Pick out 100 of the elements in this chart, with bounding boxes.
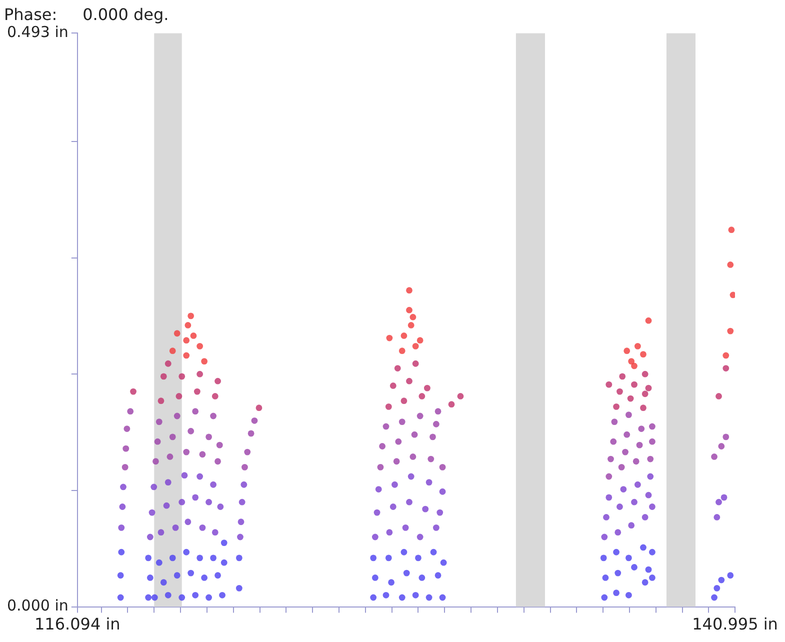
point	[174, 412, 180, 420]
point	[398, 348, 406, 354]
point	[601, 534, 608, 540]
point	[640, 404, 646, 412]
point	[716, 393, 722, 400]
point	[428, 456, 434, 462]
point	[192, 408, 199, 415]
point	[619, 373, 626, 380]
point	[727, 262, 734, 268]
point	[183, 448, 190, 456]
point	[163, 502, 170, 509]
point	[432, 420, 440, 428]
point	[372, 534, 378, 540]
point	[146, 534, 154, 540]
point	[416, 534, 424, 540]
point	[627, 395, 634, 402]
point	[395, 438, 402, 445]
point	[169, 434, 176, 440]
point	[127, 408, 134, 415]
point	[720, 494, 728, 501]
point	[210, 481, 216, 488]
point	[392, 481, 398, 488]
point	[184, 518, 192, 526]
point	[188, 428, 194, 434]
point	[122, 464, 128, 470]
point	[237, 534, 244, 540]
point	[636, 442, 643, 448]
point	[642, 514, 648, 520]
point	[457, 393, 464, 400]
point	[722, 434, 730, 440]
point	[426, 479, 432, 486]
point	[169, 348, 176, 354]
point	[634, 481, 641, 488]
point	[642, 390, 648, 398]
point	[124, 426, 130, 432]
point	[434, 408, 442, 415]
x-tick-label: 140.995 in	[692, 614, 778, 634]
point	[190, 332, 197, 339]
point	[196, 473, 204, 480]
point	[638, 426, 645, 432]
point	[393, 458, 400, 465]
point	[422, 506, 429, 512]
point	[649, 504, 656, 510]
point	[242, 464, 248, 470]
point	[606, 494, 612, 501]
point	[722, 365, 730, 372]
point	[448, 401, 455, 408]
point	[416, 337, 424, 344]
point	[201, 358, 208, 365]
point	[244, 448, 251, 456]
point	[164, 360, 172, 367]
point	[611, 418, 618, 426]
point	[634, 342, 641, 350]
point	[377, 464, 384, 470]
point	[728, 226, 735, 234]
point	[176, 393, 182, 400]
point	[240, 481, 248, 488]
point	[618, 464, 625, 470]
point	[216, 442, 223, 448]
point	[386, 334, 393, 342]
point	[196, 342, 204, 350]
point	[631, 498, 638, 506]
point	[716, 498, 722, 506]
point	[606, 473, 612, 480]
point	[174, 330, 180, 337]
point	[647, 456, 654, 462]
chart-title: Phase: 0.000 deg.	[4, 4, 169, 24]
point	[406, 306, 412, 314]
point	[628, 522, 635, 529]
point	[631, 381, 638, 388]
point	[118, 524, 125, 531]
point	[411, 431, 418, 438]
point	[412, 360, 419, 367]
point	[238, 498, 246, 506]
point	[424, 384, 430, 392]
point	[439, 488, 446, 495]
point	[406, 498, 412, 506]
point	[628, 358, 635, 365]
point	[210, 412, 216, 420]
point	[178, 373, 186, 380]
point	[642, 370, 648, 378]
point	[184, 322, 192, 328]
point	[214, 458, 221, 465]
point	[408, 473, 414, 480]
point	[622, 448, 628, 456]
point	[192, 494, 199, 501]
point	[614, 529, 622, 536]
point	[406, 378, 412, 384]
point	[156, 418, 162, 426]
point	[408, 322, 414, 328]
point	[206, 498, 212, 506]
point	[152, 458, 159, 465]
point	[119, 504, 126, 510]
y-tick-label: 0.493 in	[6, 23, 68, 42]
point	[432, 524, 440, 531]
point	[632, 458, 640, 465]
point	[412, 342, 419, 350]
point	[645, 317, 652, 324]
point	[375, 486, 382, 492]
point	[439, 464, 446, 470]
